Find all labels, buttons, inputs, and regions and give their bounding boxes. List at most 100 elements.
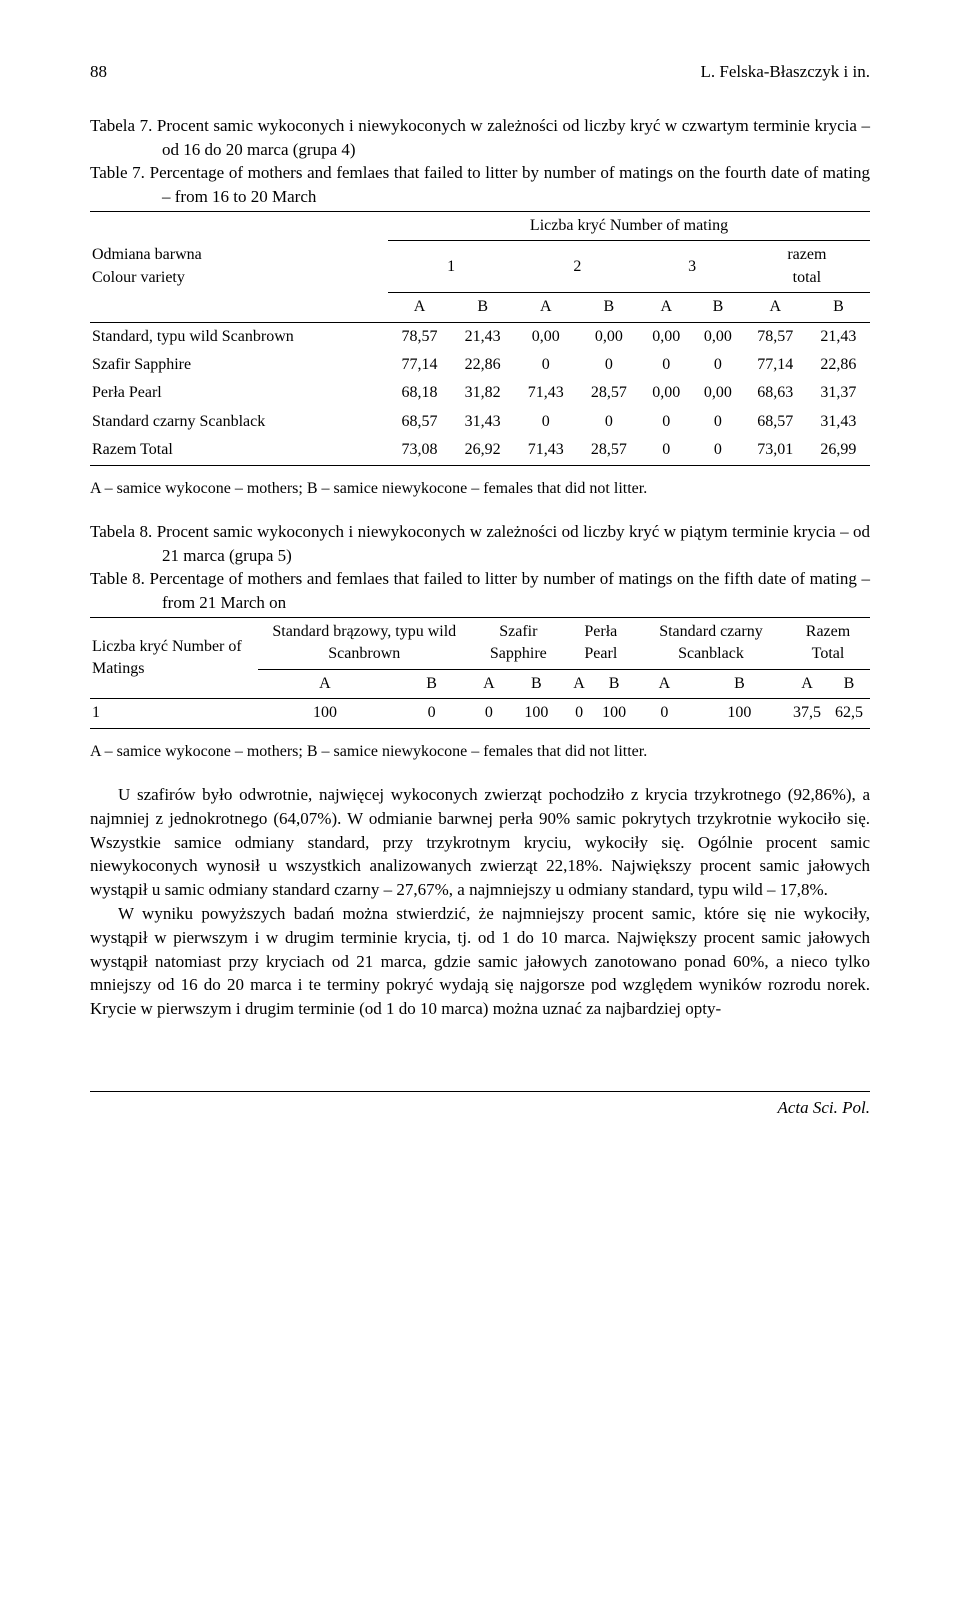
table-cell: 71,43	[514, 379, 577, 407]
table7-caption-en-prefix: Table 7.	[90, 163, 145, 182]
table-cell: 0,00	[640, 379, 692, 407]
table-cell: 0	[692, 408, 744, 436]
table-cell: 62,5	[828, 699, 870, 728]
t7-sub: B	[692, 293, 744, 322]
table-cell: 0	[392, 699, 471, 728]
t7-col-group-label: Liczba kryć Number of mating	[388, 211, 870, 240]
table-cell: 73,01	[744, 436, 807, 465]
t7-group-2: 2	[514, 241, 640, 293]
table-cell: 68,57	[744, 408, 807, 436]
table-cell: 100	[592, 699, 636, 728]
t7-sub: B	[577, 293, 640, 322]
table-cell: 0	[636, 699, 693, 728]
table-cell: 0,00	[692, 379, 744, 407]
body-paragraph-2: W wyniku powyższych badań można stwierdz…	[90, 902, 870, 1021]
table7-caption-pl-prefix: Tabela 7.	[90, 116, 152, 135]
t7-group-3: 3	[640, 241, 743, 293]
table-cell: 37,5	[786, 699, 828, 728]
t8-col: Standard czarny Scanblack	[636, 618, 786, 670]
running-title: L. Felska-Błaszczyk i in.	[701, 60, 871, 84]
t8-col: Razem Total	[786, 618, 870, 670]
t8-sub: A	[636, 669, 693, 698]
table-cell: 26,99	[807, 436, 870, 465]
table-cell: 22,86	[807, 351, 870, 379]
t7-sub: A	[388, 293, 451, 322]
table-cell: 0,00	[692, 322, 744, 351]
t8-sub: A	[471, 669, 507, 698]
t8-col: Perła Pearl	[566, 618, 636, 670]
table-row-label: Standard czarny Scanblack	[90, 408, 388, 436]
table7: Odmiana barwna Colour variety Liczba kry…	[90, 211, 870, 466]
table7-footnote: A – samice wykocone – mothers; B – samic…	[90, 478, 870, 500]
t7-row-header-label: Odmiana barwna Colour variety	[90, 211, 388, 322]
table8-caption-pl-prefix: Tabela 8.	[90, 522, 152, 541]
table-cell: 73,08	[388, 436, 451, 465]
t8-col: Szafir Sapphire	[471, 618, 566, 670]
table-row-label: Perła Pearl	[90, 379, 388, 407]
t8-row-header-label: Liczba kryć Number of Matings	[90, 618, 258, 699]
table-cell: 100	[693, 699, 786, 728]
table-row-label: Standard, typu wild Scanbrown	[90, 322, 388, 351]
table-cell: 26,92	[451, 436, 514, 465]
table8-caption-en: Percentage of mothers and femlaes that f…	[150, 569, 870, 612]
table-row-label: Razem Total	[90, 436, 388, 465]
table-cell: 71,43	[514, 436, 577, 465]
table-cell: 0,00	[514, 322, 577, 351]
table-cell: 0	[566, 699, 593, 728]
table-cell: 22,86	[451, 351, 514, 379]
page-footer: Acta Sci. Pol.	[90, 1091, 870, 1120]
table-cell: 77,14	[744, 351, 807, 379]
table-cell: 0	[640, 351, 692, 379]
table-cell: 100	[258, 699, 393, 728]
table-cell: 31,37	[807, 379, 870, 407]
table8-caption-en-prefix: Table 8.	[90, 569, 145, 588]
table7-caption-pl: Procent samic wykoconych i niewykoconych…	[157, 116, 870, 159]
t7-sub: A	[640, 293, 692, 322]
t8-sub: A	[566, 669, 593, 698]
t8-sub: B	[507, 669, 566, 698]
table-cell: 0	[514, 351, 577, 379]
table-cell: 68,57	[388, 408, 451, 436]
table-row-label: 1	[90, 699, 258, 728]
table-cell: 0	[640, 408, 692, 436]
t8-col: Standard brązowy, typu wild Scanbrown	[258, 618, 471, 670]
table8-footnote: A – samice wykocone – mothers; B – samic…	[90, 741, 870, 763]
table-cell: 0	[577, 408, 640, 436]
t8-sub: A	[786, 669, 828, 698]
table-cell: 0	[640, 436, 692, 465]
t8-sub: B	[392, 669, 471, 698]
table-row-label: Szafir Sapphire	[90, 351, 388, 379]
t7-group-1: 1	[388, 241, 514, 293]
table-cell: 68,63	[744, 379, 807, 407]
t7-sub: B	[451, 293, 514, 322]
table8: Liczba kryć Number of Matings Standard b…	[90, 617, 870, 729]
table-cell: 100	[507, 699, 566, 728]
t7-group-total: razem total	[744, 241, 870, 293]
table-cell: 77,14	[388, 351, 451, 379]
table8-caption-pl: Procent samic wykoconych i niewykoconych…	[157, 522, 870, 565]
body-paragraph-1: U szafirów było odwrotnie, najwięcej wyk…	[90, 783, 870, 902]
table-cell: 28,57	[577, 436, 640, 465]
table-cell: 31,43	[451, 408, 514, 436]
t8-sub: B	[693, 669, 786, 698]
t8-sub: B	[592, 669, 636, 698]
table-cell: 68,18	[388, 379, 451, 407]
t7-sub: A	[744, 293, 807, 322]
table-cell: 78,57	[388, 322, 451, 351]
table-cell: 0	[692, 436, 744, 465]
table-cell: 0,00	[577, 322, 640, 351]
table-cell: 0	[471, 699, 507, 728]
table7-caption-en: Percentage of mothers and femlaes that f…	[150, 163, 870, 206]
t8-sub: B	[828, 669, 870, 698]
table-cell: 0	[577, 351, 640, 379]
page-number: 88	[90, 60, 107, 84]
table-cell: 0,00	[640, 322, 692, 351]
running-header: 88 L. Felska-Błaszczyk i in.	[90, 60, 870, 84]
table-cell: 78,57	[744, 322, 807, 351]
table-cell: 0	[514, 408, 577, 436]
table-cell: 0	[692, 351, 744, 379]
t7-sub: B	[807, 293, 870, 322]
t7-sub: A	[514, 293, 577, 322]
table-cell: 31,82	[451, 379, 514, 407]
table-cell: 31,43	[807, 408, 870, 436]
